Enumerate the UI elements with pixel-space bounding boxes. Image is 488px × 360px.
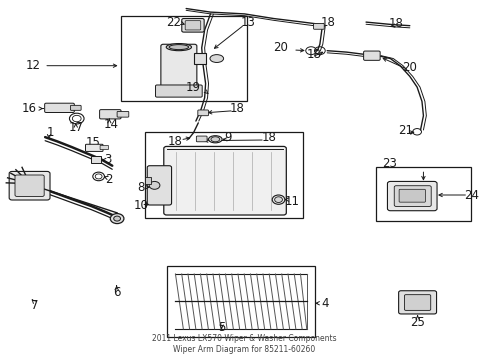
FancyBboxPatch shape xyxy=(393,186,430,206)
Bar xyxy=(144,177,150,184)
Text: 4: 4 xyxy=(320,297,328,310)
Ellipse shape xyxy=(209,55,223,63)
FancyBboxPatch shape xyxy=(100,145,108,150)
FancyBboxPatch shape xyxy=(196,136,206,142)
Text: 15: 15 xyxy=(85,136,100,149)
FancyBboxPatch shape xyxy=(15,175,44,197)
Text: 13: 13 xyxy=(241,16,255,29)
Ellipse shape xyxy=(166,44,191,51)
FancyBboxPatch shape xyxy=(70,105,81,111)
FancyBboxPatch shape xyxy=(363,51,379,60)
Ellipse shape xyxy=(110,213,123,224)
Text: 11: 11 xyxy=(284,195,299,208)
FancyBboxPatch shape xyxy=(398,189,425,202)
Text: 19: 19 xyxy=(185,81,201,94)
Text: 5: 5 xyxy=(218,321,225,334)
Ellipse shape xyxy=(210,137,219,142)
Text: 3: 3 xyxy=(103,153,111,166)
Text: 20: 20 xyxy=(402,61,416,74)
FancyBboxPatch shape xyxy=(44,103,74,112)
Text: 20: 20 xyxy=(273,41,288,54)
Ellipse shape xyxy=(114,216,120,221)
Text: 23: 23 xyxy=(381,157,396,170)
Text: 10: 10 xyxy=(134,199,148,212)
Text: 22: 22 xyxy=(166,15,181,28)
Text: 8: 8 xyxy=(138,181,145,194)
Text: 18: 18 xyxy=(320,16,335,29)
FancyBboxPatch shape xyxy=(198,110,208,116)
FancyBboxPatch shape xyxy=(386,181,436,211)
Text: 12: 12 xyxy=(25,59,41,72)
Text: 17: 17 xyxy=(68,121,83,134)
Text: 2011 Lexus LX570 Wiper & Washer Components
Wiper Arm Diagram for 85211-60260: 2011 Lexus LX570 Wiper & Washer Componen… xyxy=(152,333,336,354)
Text: 14: 14 xyxy=(103,118,118,131)
FancyBboxPatch shape xyxy=(404,295,430,310)
Bar xyxy=(120,16,246,102)
Ellipse shape xyxy=(208,136,222,143)
Ellipse shape xyxy=(272,195,285,204)
FancyBboxPatch shape xyxy=(398,291,436,314)
FancyBboxPatch shape xyxy=(161,44,197,89)
Text: 18: 18 xyxy=(261,131,276,144)
FancyBboxPatch shape xyxy=(155,85,202,97)
Text: 21: 21 xyxy=(398,124,412,137)
Text: 1: 1 xyxy=(46,126,54,139)
Text: 6: 6 xyxy=(113,286,120,299)
Text: 18: 18 xyxy=(306,48,321,61)
Ellipse shape xyxy=(149,181,160,189)
FancyBboxPatch shape xyxy=(182,18,203,32)
FancyBboxPatch shape xyxy=(185,21,201,30)
FancyBboxPatch shape xyxy=(163,147,286,215)
Bar xyxy=(166,266,314,337)
Text: 18: 18 xyxy=(168,135,183,148)
Text: 2: 2 xyxy=(105,173,113,186)
Bar xyxy=(375,167,469,221)
Text: 25: 25 xyxy=(409,316,424,329)
Text: 16: 16 xyxy=(22,102,37,115)
FancyBboxPatch shape xyxy=(313,23,324,29)
Text: 9: 9 xyxy=(224,131,231,144)
Text: 24: 24 xyxy=(463,189,478,202)
FancyBboxPatch shape xyxy=(9,171,50,200)
Ellipse shape xyxy=(169,45,188,50)
FancyBboxPatch shape xyxy=(147,166,171,205)
Bar xyxy=(144,132,302,217)
Text: 7: 7 xyxy=(31,299,38,312)
FancyBboxPatch shape xyxy=(117,111,128,117)
Polygon shape xyxy=(194,53,205,64)
Ellipse shape xyxy=(274,197,282,203)
Text: 18: 18 xyxy=(229,102,244,115)
Bar xyxy=(91,157,101,163)
FancyBboxPatch shape xyxy=(85,144,103,152)
Text: 18: 18 xyxy=(388,17,403,30)
FancyBboxPatch shape xyxy=(100,110,121,119)
